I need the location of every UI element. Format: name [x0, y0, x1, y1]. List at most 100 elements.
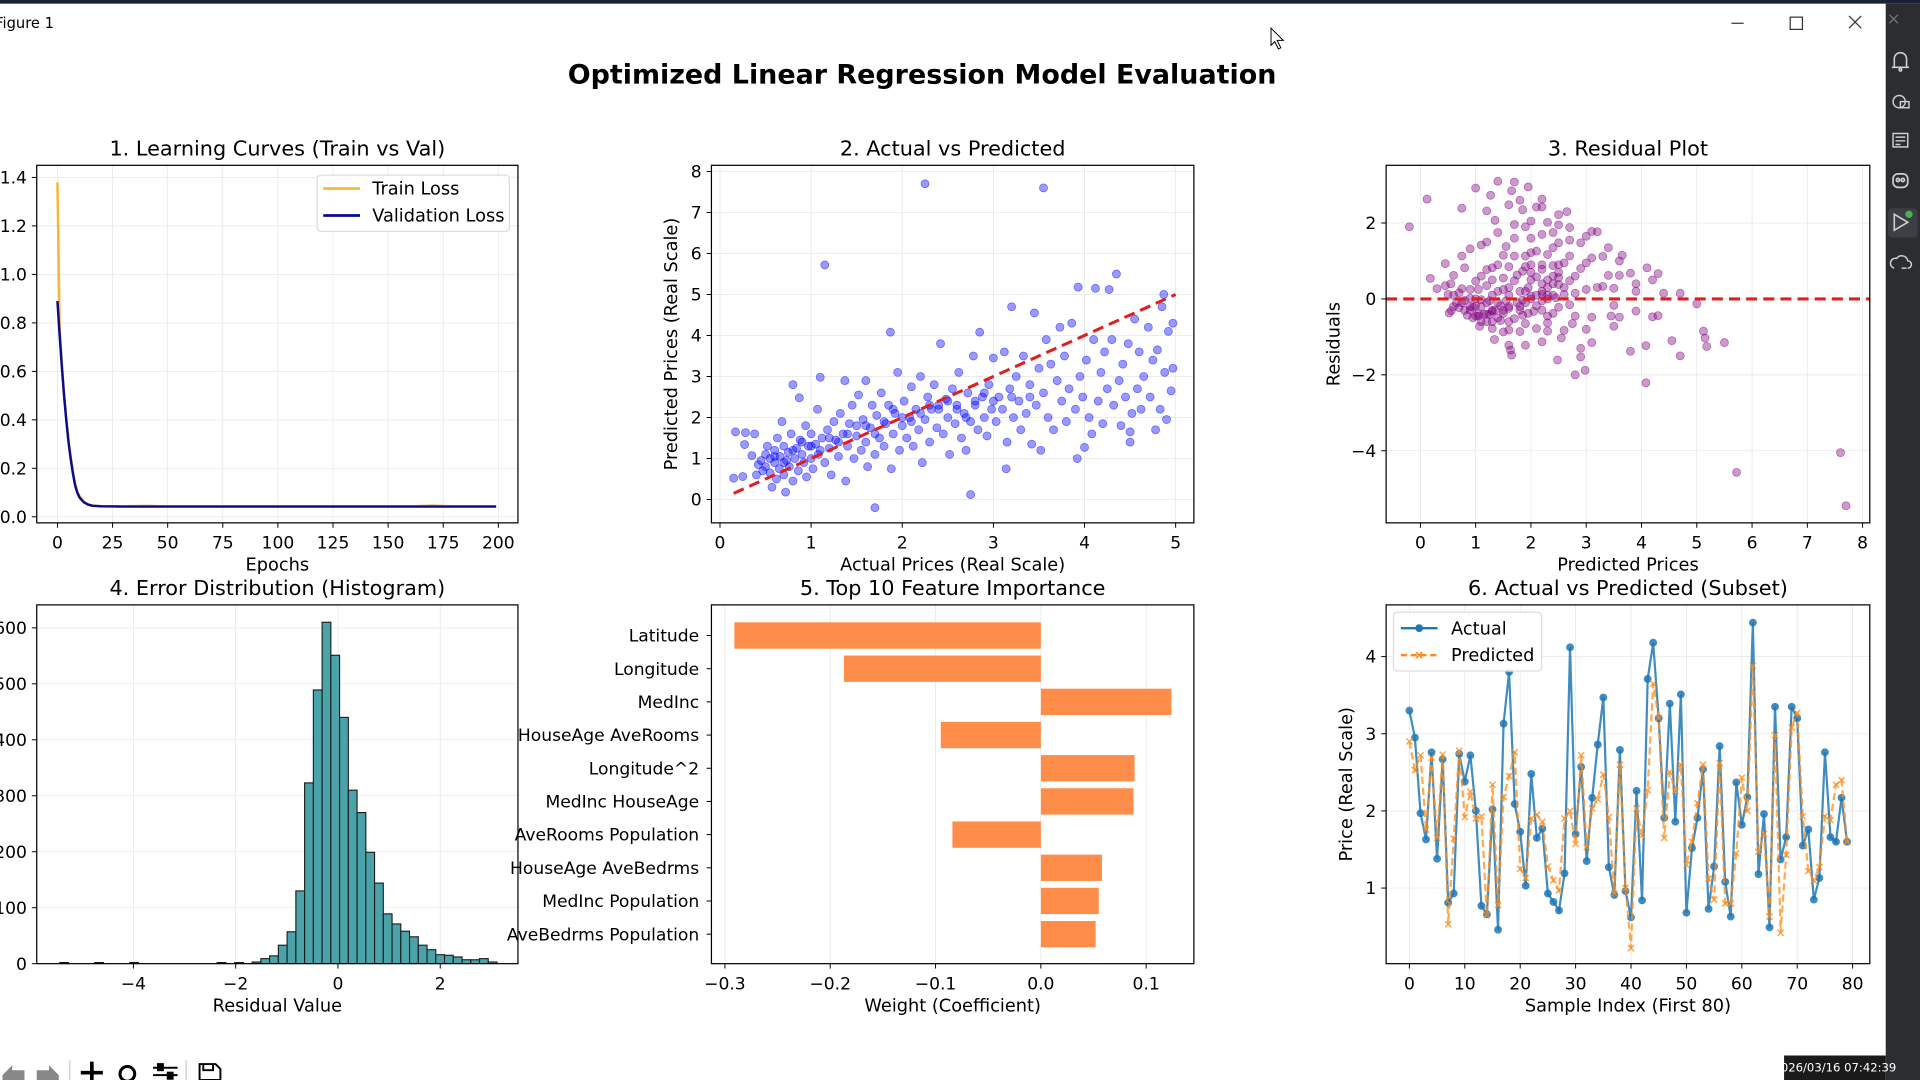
- scatter-point: [925, 437, 935, 447]
- y-tick-label: 8: [691, 163, 702, 183]
- x-tick-label: 1: [806, 534, 817, 554]
- predicted-marker: [1704, 875, 1713, 883]
- feature-bar: [1040, 788, 1134, 815]
- predicted-marker: [1505, 772, 1513, 780]
- scatter-point: [895, 445, 904, 455]
- scatter-point: [1039, 388, 1048, 398]
- scatter-point: [950, 419, 960, 429]
- scatter-point: [1031, 400, 1041, 410]
- scatter-point: [957, 433, 966, 443]
- predicted-marker: [1577, 751, 1585, 759]
- actual-marker: [1593, 740, 1602, 749]
- scatter-point: [811, 439, 821, 449]
- residual-point: [1556, 333, 1566, 343]
- residual-point: [1504, 303, 1514, 313]
- feature-bar: [940, 721, 1041, 749]
- residual-point: [1537, 202, 1547, 212]
- x-tick-label: −0.1: [915, 974, 957, 994]
- actual-marker: [1732, 778, 1741, 787]
- x-tick-label: 3: [988, 534, 999, 554]
- axes-frame: [1385, 604, 1871, 965]
- x-tick-label: −0.2: [809, 974, 851, 994]
- scatter-point: [829, 417, 839, 426]
- scatter-point: [788, 380, 798, 390]
- cloud-icon[interactable]: [1889, 255, 1913, 269]
- scatter-point: [772, 433, 782, 443]
- x-tick-label: −0.3: [704, 974, 746, 994]
- residual-point: [1493, 286, 1503, 296]
- scatter-point: [952, 404, 962, 414]
- residual-point: [1836, 448, 1845, 458]
- histogram-bar: [347, 789, 358, 964]
- configure-icon[interactable]: [153, 1063, 178, 1080]
- scatter-point: [870, 449, 880, 459]
- scatter-point: [1168, 318, 1178, 328]
- x-tick-label: 20: [1509, 974, 1531, 994]
- back-icon[interactable]: [2, 1065, 25, 1080]
- bell-icon[interactable]: [1891, 51, 1909, 72]
- predicted-marker: [1804, 867, 1812, 875]
- predicted-marker: [1649, 680, 1657, 688]
- x-tick-label: 0.1: [1133, 974, 1160, 994]
- zoom-icon[interactable]: [118, 1065, 137, 1080]
- close-button[interactable]: [1838, 10, 1872, 37]
- legend-label: Train Loss: [371, 180, 459, 200]
- residual-point: [1692, 299, 1702, 309]
- histogram-bar: [260, 958, 271, 964]
- residual-point: [1702, 341, 1712, 351]
- scatter-point: [806, 429, 816, 439]
- minimize-button[interactable]: [1720, 10, 1754, 37]
- plot-data: [1386, 176, 1870, 511]
- y-tick-label: 0: [1365, 290, 1376, 310]
- chat-icon[interactable]: [1892, 94, 1910, 109]
- residual-point: [1626, 346, 1635, 356]
- residual-point: [1592, 283, 1602, 292]
- residual-point: [1498, 327, 1508, 337]
- residual-point: [1457, 251, 1467, 261]
- residual-point: [1626, 268, 1635, 278]
- scatter-point: [806, 441, 816, 451]
- actual-marker: [1760, 810, 1768, 818]
- scatter-point: [731, 427, 740, 437]
- residual-point: [1532, 324, 1541, 333]
- residual-point: [1565, 235, 1575, 245]
- residual-point: [1548, 279, 1558, 289]
- notes-icon[interactable]: [1892, 132, 1909, 148]
- scatter-point: [886, 327, 895, 337]
- actual-marker: [1499, 719, 1508, 728]
- scatter-point: [966, 490, 976, 499]
- predicted-marker: [1738, 774, 1746, 782]
- residual-point: [1518, 310, 1528, 320]
- forward-icon[interactable]: [36, 1065, 59, 1080]
- actual-marker: [1604, 863, 1613, 872]
- run-icon[interactable]: [1888, 208, 1918, 238]
- scatter-point: [916, 408, 925, 418]
- residual-point: [1554, 220, 1563, 230]
- feature-label: Longitude: [614, 660, 699, 680]
- save-icon[interactable]: [198, 1063, 222, 1080]
- pan-icon[interactable]: [80, 1061, 103, 1080]
- toolbar: [2, 1060, 222, 1080]
- predicted-marker: [1450, 835, 1458, 843]
- actual-marker: [1815, 874, 1824, 882]
- x-axis-label: Sample Index (First 80): [1525, 996, 1731, 1016]
- residual-point: [1460, 263, 1470, 273]
- residual-point: [1653, 269, 1663, 278]
- histogram-bar: [277, 944, 288, 964]
- predicted-marker: [1439, 751, 1447, 759]
- scatter-point: [879, 441, 889, 451]
- axes-frame: [1385, 164, 1871, 524]
- scatter-point: [906, 417, 916, 426]
- axes-frame: [36, 604, 519, 965]
- residual-point: [1648, 275, 1657, 285]
- residual-point: [1581, 258, 1591, 268]
- scatter-point: [920, 415, 930, 424]
- actual-marker: [1477, 901, 1486, 910]
- maximize-button[interactable]: [1779, 10, 1813, 37]
- feature-bar: [1040, 755, 1135, 782]
- scatter-point: [1046, 359, 1056, 369]
- copilot-icon[interactable]: [1892, 173, 1909, 189]
- timestamp-badge: 2026/03/16 07:42:39: [1773, 1055, 1896, 1080]
- residual-point: [1565, 223, 1575, 232]
- close-icon[interactable]: [1888, 14, 1899, 24]
